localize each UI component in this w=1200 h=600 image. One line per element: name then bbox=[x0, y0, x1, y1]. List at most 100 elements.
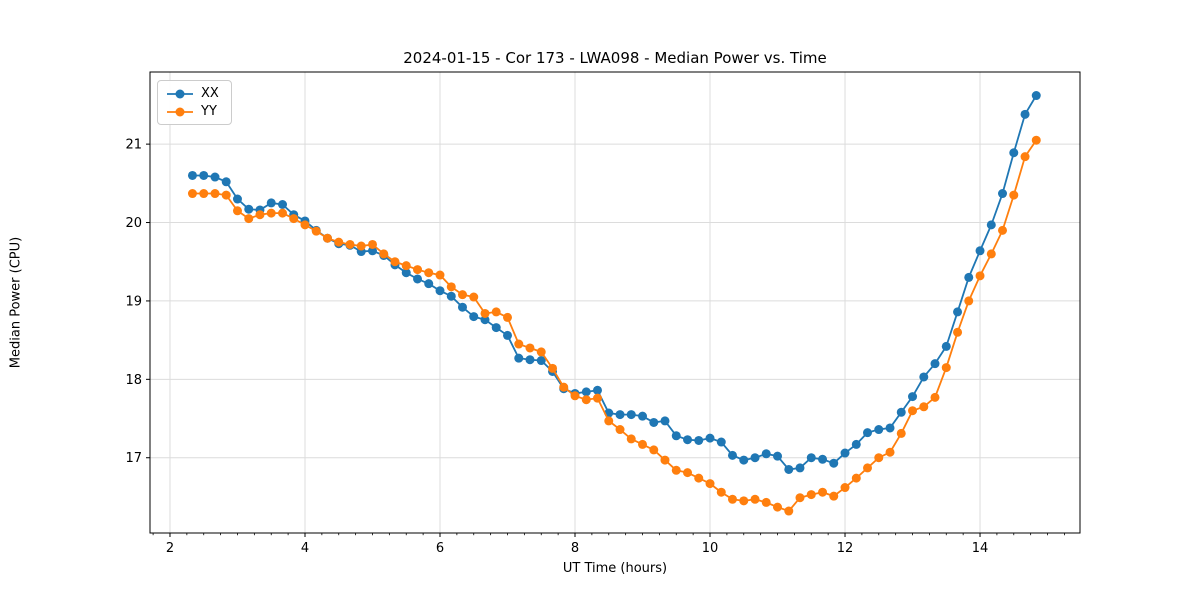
data-point-xx bbox=[367, 246, 377, 256]
data-point-yy bbox=[322, 233, 332, 243]
data-point-xx bbox=[919, 372, 929, 382]
data-point-yy bbox=[559, 382, 569, 392]
data-point-yy bbox=[232, 206, 242, 216]
data-point-yy bbox=[503, 312, 512, 322]
data-point-xx bbox=[266, 198, 276, 208]
data-point-xx bbox=[761, 449, 771, 459]
y-tick-label: 20 bbox=[125, 216, 142, 231]
data-point-yy bbox=[536, 347, 546, 357]
data-point-yy bbox=[975, 271, 985, 281]
legend-label-yy: YY bbox=[201, 104, 217, 119]
data-point-yy bbox=[851, 473, 861, 483]
data-point-yy bbox=[356, 241, 366, 251]
data-point-xx bbox=[278, 200, 288, 209]
data-point-xx bbox=[683, 435, 693, 445]
data-point-yy bbox=[727, 494, 737, 504]
data-point-yy bbox=[829, 491, 839, 501]
data-point-yy bbox=[334, 237, 344, 247]
y-tick-label: 19 bbox=[125, 294, 142, 309]
data-point-xx bbox=[941, 341, 951, 351]
data-point-xx bbox=[413, 274, 423, 284]
chart-title: 2024-01-15 - Cor 173 - LWA098 - Median P… bbox=[403, 49, 827, 67]
data-point-yy bbox=[998, 225, 1008, 235]
data-point-xx bbox=[829, 458, 839, 468]
x-tick-label: 4 bbox=[301, 541, 309, 556]
data-point-yy bbox=[716, 487, 726, 497]
data-point-xx bbox=[863, 428, 872, 438]
data-point-xx bbox=[626, 410, 636, 420]
data-point-xx bbox=[457, 302, 467, 312]
data-point-yy bbox=[446, 282, 456, 292]
y-tick-label: 21 bbox=[125, 138, 142, 153]
x-tick-label: 2 bbox=[166, 541, 174, 556]
data-point-xx bbox=[446, 291, 456, 301]
data-point-yy bbox=[739, 496, 749, 506]
data-point-yy bbox=[187, 189, 197, 199]
data-point-xx bbox=[773, 451, 783, 461]
data-point-yy bbox=[266, 208, 276, 218]
data-point-xx bbox=[975, 246, 985, 256]
data-point-yy bbox=[638, 439, 648, 449]
data-point-yy bbox=[649, 445, 659, 455]
data-point-yy bbox=[795, 493, 805, 503]
x-tick-label: 14 bbox=[972, 541, 989, 556]
data-point-yy bbox=[221, 190, 231, 200]
data-point-yy bbox=[986, 249, 996, 259]
data-point-xx bbox=[1020, 109, 1030, 119]
data-point-xx bbox=[986, 220, 996, 230]
data-point-yy bbox=[806, 490, 816, 500]
y-tick-label: 17 bbox=[125, 451, 142, 466]
data-point-xx bbox=[930, 359, 940, 369]
data-point-yy bbox=[210, 189, 220, 199]
data-point-xx bbox=[840, 448, 850, 458]
data-point-yy bbox=[615, 425, 625, 435]
data-point-xx bbox=[795, 463, 805, 473]
data-point-xx bbox=[210, 172, 220, 182]
data-point-yy bbox=[863, 463, 872, 473]
data-point-xx bbox=[660, 416, 670, 426]
data-point-yy bbox=[896, 428, 906, 438]
data-point-xx bbox=[480, 315, 490, 325]
series-line-yy bbox=[192, 139, 1038, 512]
data-point-xx bbox=[592, 385, 602, 395]
data-point-yy bbox=[435, 270, 445, 280]
data-point-yy bbox=[548, 363, 558, 373]
data-point-xx bbox=[187, 170, 197, 180]
legend: XX YY bbox=[157, 80, 232, 125]
data-point-yy bbox=[885, 447, 895, 457]
data-point-xx bbox=[1031, 91, 1041, 101]
data-point-yy bbox=[491, 307, 501, 317]
data-point-yy bbox=[964, 296, 974, 306]
data-point-xx bbox=[638, 411, 648, 421]
data-point-yy bbox=[289, 214, 299, 224]
data-point-xx bbox=[469, 312, 479, 322]
data-point-yy bbox=[671, 465, 681, 475]
data-point-xx bbox=[221, 177, 231, 187]
data-point-xx bbox=[671, 431, 681, 441]
data-point-xx bbox=[514, 353, 524, 363]
legend-label-xx: XX bbox=[201, 86, 219, 101]
data-point-yy bbox=[761, 497, 771, 507]
data-point-xx bbox=[806, 453, 816, 463]
data-point-xx bbox=[491, 323, 501, 333]
data-point-xx bbox=[199, 170, 209, 180]
data-point-xx bbox=[525, 355, 535, 365]
data-point-yy bbox=[525, 343, 535, 353]
data-point-yy bbox=[424, 268, 434, 278]
data-point-xx bbox=[401, 268, 411, 278]
data-point-yy bbox=[244, 214, 254, 224]
data-point-xx bbox=[851, 439, 861, 449]
data-point-yy bbox=[750, 494, 760, 504]
data-point-yy bbox=[919, 402, 929, 412]
data-point-xx bbox=[727, 450, 737, 460]
data-point-yy bbox=[278, 208, 288, 218]
x-tick-label: 12 bbox=[837, 541, 854, 556]
data-point-yy bbox=[1009, 190, 1019, 200]
data-point-xx bbox=[536, 356, 546, 366]
data-point-yy bbox=[1020, 152, 1030, 162]
data-point-yy bbox=[300, 220, 310, 230]
data-point-xx bbox=[896, 407, 906, 417]
data-point-xx bbox=[705, 433, 715, 443]
data-point-xx bbox=[435, 286, 445, 296]
